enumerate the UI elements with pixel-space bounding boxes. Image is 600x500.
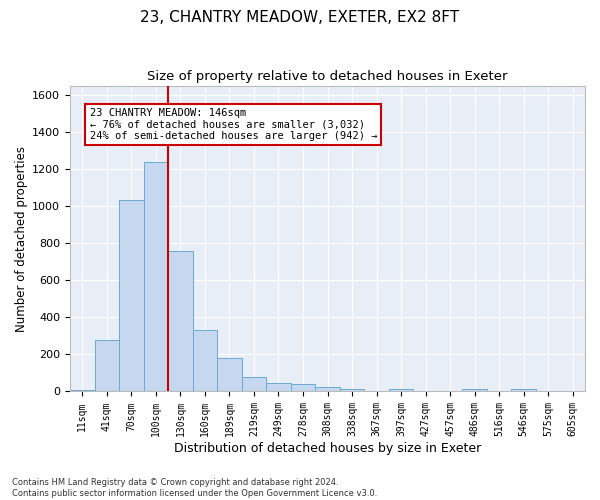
- Bar: [340, 389, 364, 392]
- Bar: [143, 162, 168, 392]
- Bar: [168, 252, 193, 392]
- Bar: [70, 390, 95, 392]
- Text: 23 CHANTRY MEADOW: 146sqm
← 76% of detached houses are smaller (3,032)
24% of se: 23 CHANTRY MEADOW: 146sqm ← 76% of detac…: [89, 108, 377, 141]
- Bar: [266, 383, 291, 392]
- Bar: [217, 358, 242, 392]
- Bar: [291, 384, 315, 392]
- Title: Size of property relative to detached houses in Exeter: Size of property relative to detached ho…: [147, 70, 508, 83]
- Bar: [119, 200, 143, 392]
- Bar: [242, 376, 266, 392]
- Text: 23, CHANTRY MEADOW, EXETER, EX2 8FT: 23, CHANTRY MEADOW, EXETER, EX2 8FT: [140, 10, 460, 25]
- Bar: [193, 330, 217, 392]
- Bar: [315, 388, 340, 392]
- Y-axis label: Number of detached properties: Number of detached properties: [15, 146, 28, 332]
- Text: Contains HM Land Registry data © Crown copyright and database right 2024.
Contai: Contains HM Land Registry data © Crown c…: [12, 478, 377, 498]
- X-axis label: Distribution of detached houses by size in Exeter: Distribution of detached houses by size …: [174, 442, 481, 455]
- Bar: [463, 389, 487, 392]
- Bar: [389, 388, 413, 392]
- Bar: [511, 389, 536, 392]
- Bar: [95, 340, 119, 392]
